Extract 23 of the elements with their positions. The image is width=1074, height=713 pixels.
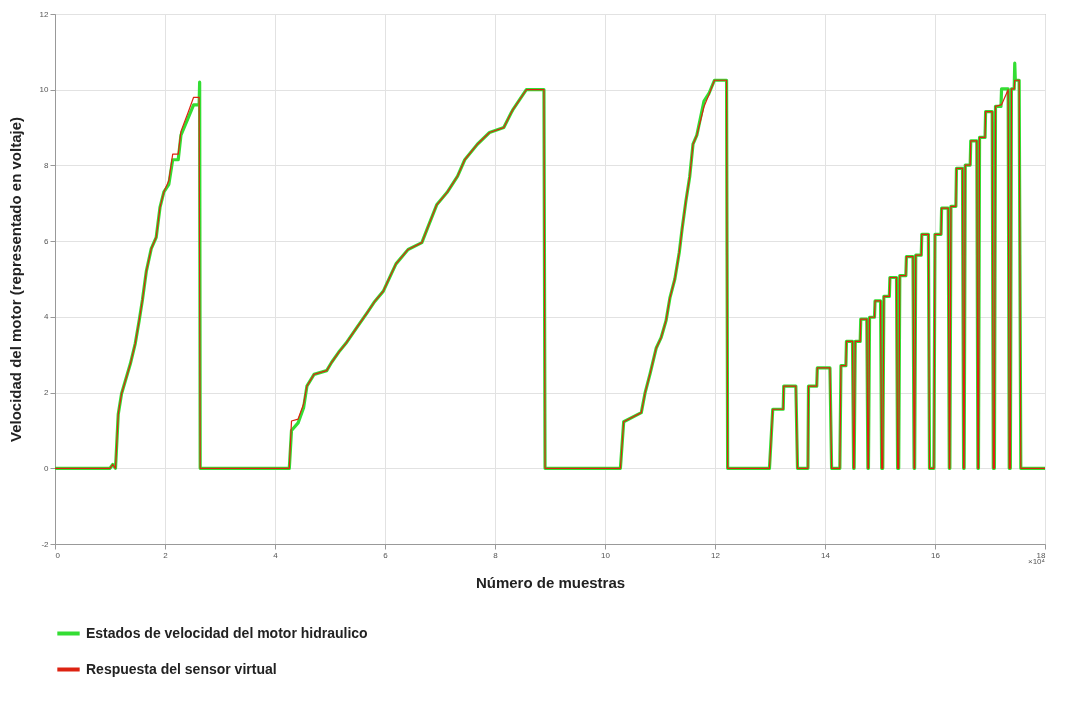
x-tick-label: 10: [601, 550, 611, 560]
legend-label: Respuesta del sensor virtual: [86, 660, 277, 677]
x-tick-label: 8: [493, 550, 499, 560]
x-axis-title: Número de muestras: [475, 573, 626, 591]
y-tick-label: -2: [41, 539, 50, 549]
x-tick-label: 4: [273, 550, 279, 560]
x-tick-label: 18: [1036, 550, 1047, 560]
y-axis-title: Velocidad del motor (representado en voltaje): [6, 116, 24, 443]
y-tick-label: 6: [44, 236, 50, 246]
x-tick-label: 14: [821, 550, 831, 560]
y-tick-label: 2: [44, 388, 50, 398]
y-tick-label: 0: [44, 463, 50, 473]
y-tick-label: 8: [44, 160, 50, 170]
x-tick-label: 0: [55, 550, 61, 560]
y-tick-label: 12: [39, 9, 50, 19]
legend-label: Estados de velocidad del motor hidraulico: [86, 624, 368, 641]
text: ×10⁴: [1027, 557, 1046, 566]
x-tick-label: 16: [931, 550, 941, 560]
y-tick-label: 4: [44, 312, 50, 322]
x-tick-label: 6: [383, 550, 389, 560]
y-tick-label: 10: [39, 85, 50, 95]
x-tick-label: 2: [163, 550, 169, 560]
x-tick-label: 12: [711, 550, 721, 560]
